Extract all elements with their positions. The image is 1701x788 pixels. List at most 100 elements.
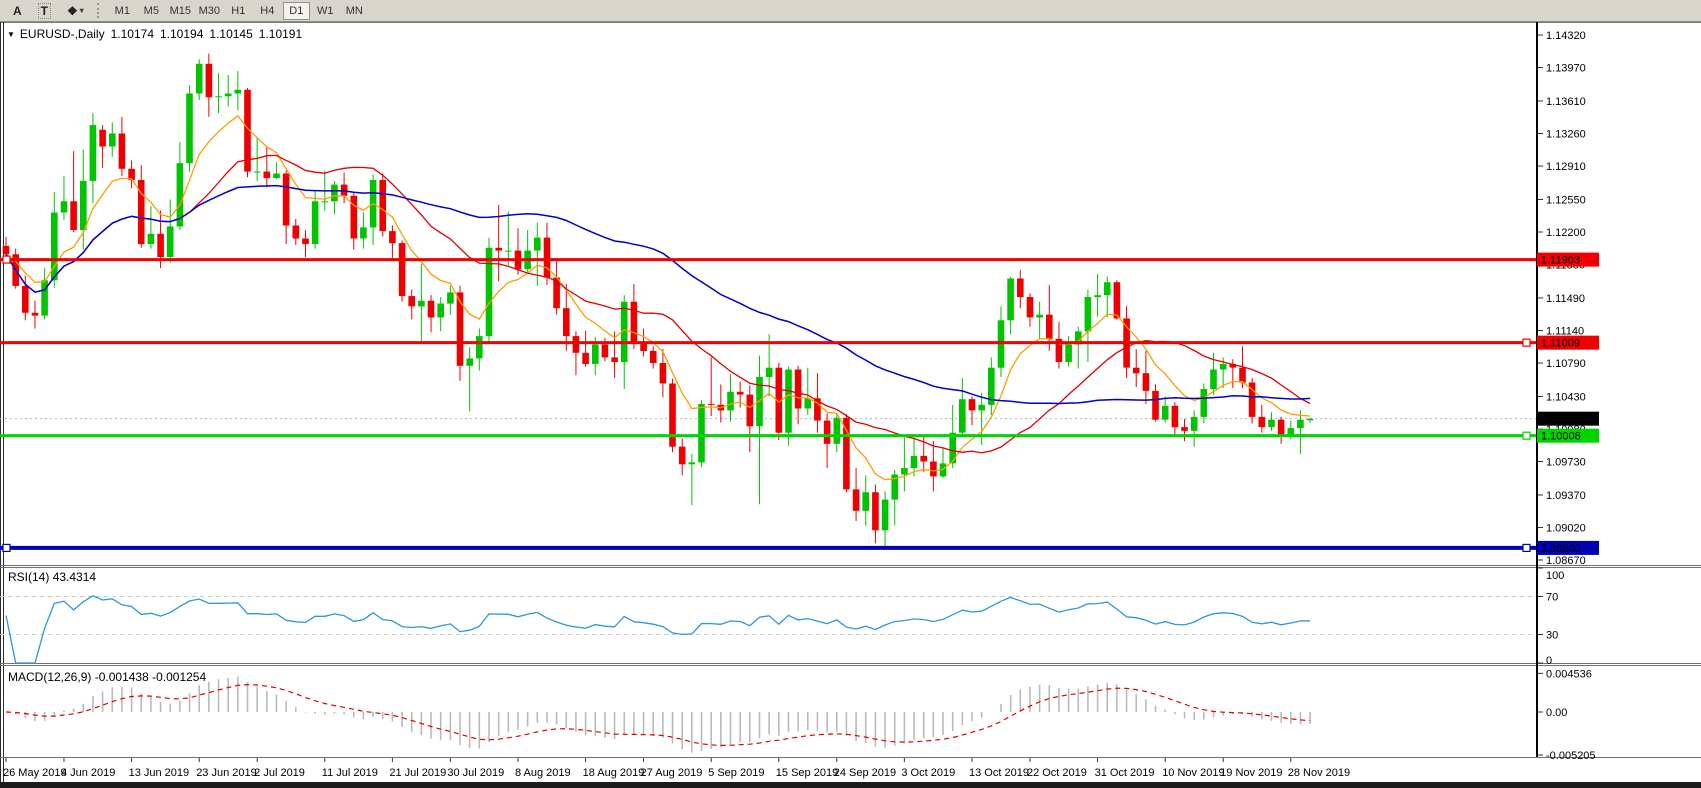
rsi-axis-label: 0	[1546, 655, 1552, 667]
rsi-indicator-label: RSI(14) 43.4314	[8, 570, 96, 584]
date-label: 26 May 2019	[3, 767, 67, 779]
rsi-axis-label: 30	[1546, 630, 1558, 642]
price-tick-label: 1.09370	[1546, 490, 1586, 502]
candle	[1306, 418, 1314, 421]
candle	[1258, 416, 1266, 428]
macd-signal-line	[5, 683, 1311, 747]
line-handle[interactable]	[1522, 431, 1531, 440]
candle	[1297, 419, 1304, 429]
date-label: 18 Aug 2019	[583, 767, 645, 779]
candle	[447, 292, 454, 304]
candle	[534, 237, 541, 251]
date-label: 13 Jun 2019	[129, 767, 190, 779]
date-label: 2 Jul 2019	[254, 767, 305, 779]
macd-main-value: -0.001438	[94, 670, 149, 684]
window-top-border	[0, 22, 1701, 23]
line-handle[interactable]	[2, 543, 11, 553]
candle	[1190, 416, 1198, 431]
rsi-axis-label: 70	[1546, 592, 1558, 604]
moving-average-20	[5, 154, 1311, 454]
candle	[563, 308, 570, 337]
price-badge	[1537, 428, 1599, 443]
candle	[2, 245, 10, 255]
toolbar-separator	[96, 3, 101, 18]
open-value: 1.10174	[110, 27, 154, 41]
date-label: 3 Oct 2019	[901, 767, 955, 779]
timeframe-button-m1[interactable]: M1	[109, 2, 136, 20]
date-label: 28 Nov 2019	[1288, 767, 1350, 779]
candle	[1268, 419, 1275, 428]
shapes-tool-button[interactable]: ❖ ▾	[60, 2, 91, 20]
date-label: 13 Oct 2019	[969, 767, 1029, 779]
candle	[311, 201, 319, 244]
time-axis-border	[0, 757, 1701, 758]
timeframe-button-m15[interactable]: M15	[167, 2, 194, 20]
rsi-value: 43.4314	[52, 570, 97, 584]
candle	[31, 312, 39, 316]
candle	[331, 184, 338, 202]
rsi-axis-label: 100	[1546, 570, 1564, 582]
price-tick-label: 1.12550	[1546, 194, 1586, 206]
candle	[176, 163, 184, 227]
candle	[166, 226, 174, 258]
price-tick-label: 1.11490	[1546, 293, 1585, 305]
date-label: 19 Nov 2019	[1220, 767, 1282, 779]
timeframe-button-h1[interactable]: H1	[225, 2, 252, 20]
line-handle[interactable]	[2, 255, 11, 264]
symbol-dropdown-icon[interactable]: ▼	[7, 30, 15, 39]
candle	[505, 250, 512, 252]
candle	[669, 383, 676, 447]
timeframe-button-m30[interactable]: M30	[196, 2, 223, 20]
candle	[22, 285, 29, 313]
label-tool-button[interactable]: A	[6, 2, 29, 20]
candle	[302, 238, 309, 245]
candle	[485, 247, 493, 337]
candle	[1103, 282, 1111, 296]
candle	[389, 231, 396, 244]
candle	[1229, 363, 1237, 368]
candle	[1239, 367, 1246, 383]
candle	[1210, 369, 1217, 389]
price-tick-label: 1.10790	[1546, 358, 1586, 370]
candle	[698, 403, 705, 463]
line-handle[interactable]	[1522, 338, 1531, 347]
candle	[321, 201, 329, 203]
candle	[678, 446, 686, 465]
timeframe-button-w1[interactable]: W1	[312, 2, 339, 20]
date-label: 4 Jun 2019	[61, 767, 115, 779]
timeframe-button-h4[interactable]: H4	[254, 2, 281, 20]
candle	[543, 237, 551, 278]
candle	[862, 492, 869, 511]
timeframe-button-d1[interactable]: D1	[282, 1, 310, 20]
low-value: 1.10145	[209, 27, 253, 41]
candle	[263, 171, 271, 179]
timeframe-button-m5[interactable]: M5	[138, 2, 165, 20]
text-tool-button[interactable]: T	[31, 2, 58, 20]
price-tick-label: 1.08670	[1546, 555, 1586, 567]
shapes-icon: ❖	[67, 3, 78, 18]
line-handle[interactable]	[1522, 543, 1531, 553]
macd-name: MACD(12,26,9)	[8, 670, 92, 684]
price-tick-label: 1.12200	[1546, 227, 1586, 239]
candle	[804, 398, 812, 409]
candle	[794, 369, 802, 409]
candle	[1036, 314, 1043, 318]
candle	[244, 89, 251, 172]
candle	[51, 212, 58, 281]
date-label: 27 Aug 2019	[641, 767, 703, 779]
candle	[582, 352, 589, 364]
candle	[1161, 405, 1169, 420]
date-label: 10 Nov 2019	[1162, 767, 1224, 779]
close-value: 1.10191	[258, 27, 303, 41]
candle	[456, 292, 464, 366]
macd-signal-value: -0.001254	[152, 670, 207, 684]
date-label: 21 Jul 2019	[389, 767, 446, 779]
panel-separator	[0, 665, 1701, 666]
price-tick-label: 1.13970	[1546, 63, 1586, 75]
window-left-border-inner	[3, 22, 4, 782]
timeframe-button-mn[interactable]: MN	[341, 2, 368, 20]
chevron-down-icon: ▾	[79, 6, 84, 15]
high-value: 1.10194	[160, 27, 204, 41]
candle	[253, 171, 261, 173]
